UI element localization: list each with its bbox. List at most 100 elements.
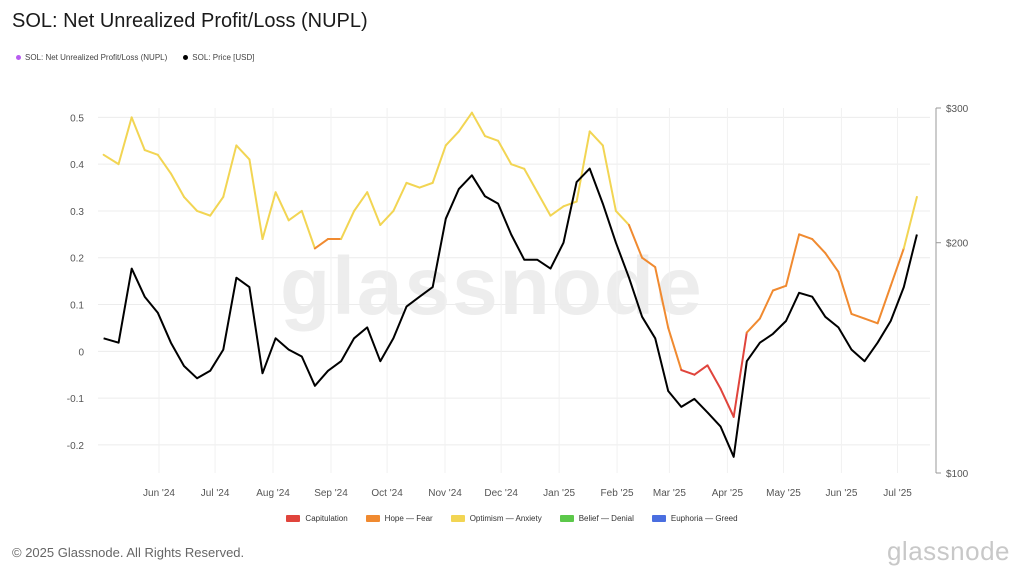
nupl-segment xyxy=(863,317,879,325)
nupl-segment xyxy=(680,369,696,376)
nupl-series xyxy=(102,111,918,418)
zone-label-belief-denial: Belief — Denial xyxy=(578,514,634,523)
nupl-segment xyxy=(627,223,644,259)
nupl-segment xyxy=(601,144,617,212)
nupl-segment xyxy=(850,312,866,320)
nupl-segment xyxy=(117,116,133,166)
nupl-segment xyxy=(102,153,120,166)
x-tick-label: Jun '25 xyxy=(825,488,857,499)
nupl-segment xyxy=(340,209,356,241)
nupl-segment xyxy=(588,130,604,147)
nupl-segment xyxy=(837,270,853,315)
zone-legend-optimism-anxiety[interactable]: Optimism — Anxiety xyxy=(450,514,542,523)
x-tick-label: Feb '25 xyxy=(601,488,634,499)
chart-title: SOL: Net Unrealized Profit/Loss (NUPL) xyxy=(12,10,368,32)
nupl-segment xyxy=(523,167,539,194)
y-tick-label: 0.4 xyxy=(70,160,84,171)
nupl-segment xyxy=(811,238,827,255)
y-tick-label: 0.2 xyxy=(70,254,84,265)
right-tick-label: $300 xyxy=(946,104,969,115)
x-axis: Jun '24 Jul '24 Aug '24 Sep '24 Oct '24 Nov '… xyxy=(143,488,912,499)
nupl-segment xyxy=(497,139,513,166)
nupl-segment xyxy=(771,284,788,292)
nupl-segment xyxy=(353,191,369,212)
zone-label-capitulation: Capitulation xyxy=(305,514,348,523)
nupl-segment xyxy=(706,364,722,390)
nupl-segment xyxy=(209,195,225,217)
nupl-segment xyxy=(444,130,460,147)
nupl-segment xyxy=(575,130,591,203)
zone-swatch-belief-denial xyxy=(559,515,574,522)
nupl-segment xyxy=(300,209,316,250)
nupl-segment xyxy=(798,233,814,241)
zone-legend-belief-denial[interactable]: Belief — Denial xyxy=(559,514,634,523)
x-tick-label: Jun '24 xyxy=(143,488,175,499)
nupl-segment xyxy=(222,144,238,198)
nupl-segment xyxy=(562,200,578,208)
zone-legend-hope-fear[interactable]: Hope — Fear xyxy=(365,514,433,523)
nupl-segment xyxy=(261,191,277,241)
nupl-segment xyxy=(248,158,264,241)
y-tick-label: 0.1 xyxy=(70,301,84,312)
nupl-segment xyxy=(143,149,159,156)
nupl-segment xyxy=(484,135,500,142)
nupl-segment xyxy=(313,238,329,250)
nupl-segment xyxy=(418,181,434,189)
nupl-segment xyxy=(758,289,774,320)
nupl-segment xyxy=(902,195,918,250)
x-tick-label: Jan '25 xyxy=(543,488,575,499)
x-tick-label: Sep '24 xyxy=(314,488,348,499)
x-tick-label: Apr '25 xyxy=(712,488,744,499)
legend-dot-price xyxy=(183,55,189,60)
x-tick-label: Aug '24 xyxy=(256,488,290,499)
nupl-segment xyxy=(732,331,748,418)
legend-item-price[interactable]: SOL: Price [USD] xyxy=(183,53,255,62)
nupl-segment xyxy=(667,326,683,372)
zone-legend-euphoria-greed[interactable]: Euphoria — Greed xyxy=(651,514,738,523)
nupl-segment xyxy=(889,247,905,287)
zone-swatch-capitulation xyxy=(286,515,301,522)
zone-legend-capitulation[interactable]: Capitulation xyxy=(286,514,348,523)
nupl-segment xyxy=(457,111,473,133)
right-axis: $300 $200 $100 xyxy=(935,104,969,480)
nupl-segment xyxy=(510,163,526,170)
nupl-segment xyxy=(824,252,840,273)
zone-swatch-optimism-anxiety xyxy=(450,515,465,522)
nupl-segment xyxy=(431,144,447,184)
nupl-segment xyxy=(785,233,801,287)
x-tick-label: Oct '24 xyxy=(371,488,403,499)
nupl-segment xyxy=(719,387,735,418)
zone-swatch-hope-fear xyxy=(365,515,380,522)
nupl-segment xyxy=(536,191,552,217)
nupl-segment xyxy=(366,191,382,226)
nupl-segment xyxy=(405,181,421,189)
x-tick-label: Nov '24 xyxy=(428,488,462,499)
nupl-segment xyxy=(392,181,408,212)
copyright-footer: © 2025 Glassnode. All Rights Reserved. xyxy=(12,545,245,560)
nupl-segment xyxy=(379,209,395,226)
nupl-segment xyxy=(183,195,199,212)
grid xyxy=(98,108,930,473)
legend-dot-nupl xyxy=(16,55,21,60)
y-tick-label: 0.3 xyxy=(70,207,84,218)
zone-label-euphoria-greed: Euphoria — Greed xyxy=(670,514,738,523)
left-axis: 0.5 0.4 0.3 0.2 0.1 0 -0.1 -0.2 xyxy=(67,113,85,452)
nupl-segment xyxy=(693,364,709,376)
y-tick-label: 0.5 xyxy=(70,113,84,124)
nupl-segment xyxy=(169,172,186,198)
legend-item-nupl[interactable]: SOL: Net Unrealized Profit/Loss (NUPL) xyxy=(16,53,167,62)
zone-swatch-euphoria-greed xyxy=(651,515,666,522)
price-line xyxy=(103,167,918,458)
y-tick-label: -0.2 xyxy=(67,441,85,452)
legend-label-price: SOL: Price [USD] xyxy=(192,53,255,62)
nupl-segment xyxy=(196,209,212,217)
zone-label-hope-fear: Hope — Fear xyxy=(384,514,433,523)
glassnode-logo: glassnode xyxy=(886,536,1010,566)
y-tick-label: 0 xyxy=(78,347,84,358)
zone-legend: Capitulation Hope — Fear Optimism — Anxi… xyxy=(0,514,1024,523)
nupl-segment xyxy=(549,205,565,217)
zone-label-optimism-anxiety: Optimism — Anxiety xyxy=(469,514,542,523)
x-tick-label: Jul '24 xyxy=(201,488,230,499)
nupl-segment xyxy=(641,256,657,269)
top-legend: SOL: Net Unrealized Profit/Loss (NUPL) S… xyxy=(16,53,255,62)
